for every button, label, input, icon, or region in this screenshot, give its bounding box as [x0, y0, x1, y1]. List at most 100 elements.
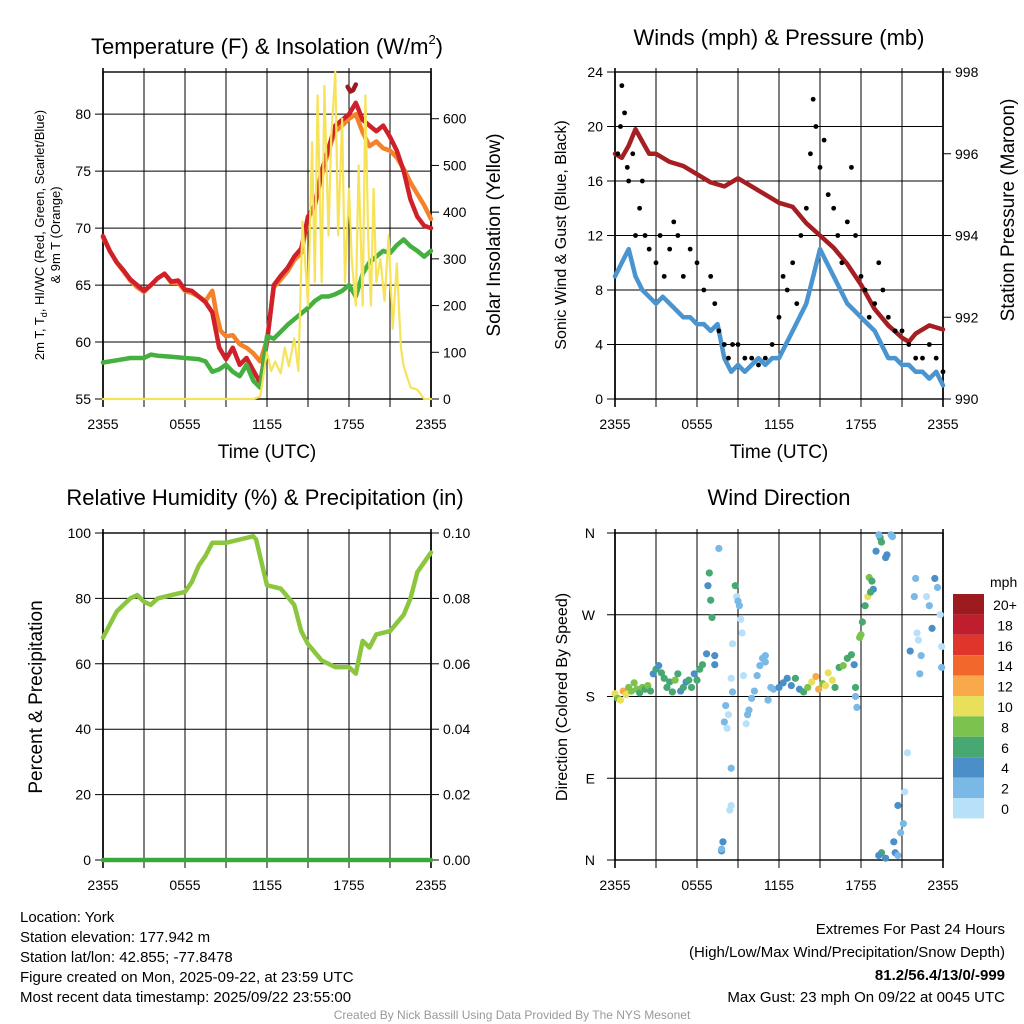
wind-direction-point [728, 688, 737, 696]
gust-point [749, 355, 755, 361]
gust-point [615, 151, 621, 157]
y-tick-label: 80 [75, 590, 91, 606]
wind-direction-point [660, 674, 668, 682]
wdir-y-axis-title: Direction (Colored By Speed) [554, 593, 571, 801]
wind-direction-point [866, 588, 875, 596]
wind-direction-point [655, 662, 663, 670]
heat-index-line [345, 82, 359, 94]
station-pressure-line [612, 126, 946, 345]
gust-point [721, 342, 727, 347]
wind-direction-point [912, 574, 920, 583]
gust-point [810, 96, 816, 102]
gust-point [633, 233, 638, 238]
x-tick-label: 1155 [252, 416, 282, 432]
gust-point [730, 342, 735, 347]
gust-point [626, 178, 632, 184]
sonic-wind-line [612, 246, 946, 388]
footer-latlon: Station lat/lon: 42.855; -77.8478 [20, 949, 233, 966]
wind-y2-axis-title: Station Pressure (Maroon) [998, 99, 1019, 322]
x-tick-label: 1755 [333, 416, 364, 432]
gust-point [839, 260, 845, 266]
gust-point [821, 137, 827, 143]
wind-direction-point [931, 574, 939, 583]
wind-direction-point [724, 711, 733, 719]
wind-direction-point [707, 596, 715, 604]
legend-label: 16 [997, 638, 1013, 654]
y-tick-label: 20 [587, 119, 603, 135]
gust-point [885, 314, 891, 320]
y2-tick-label: 100 [443, 344, 467, 360]
wind-direction-point [910, 592, 918, 601]
legend-title: mph [990, 574, 1017, 590]
wind-direction-point [705, 569, 713, 577]
wind-direction-point [828, 676, 836, 684]
wind-direction-point [636, 689, 644, 697]
legend-swatch [953, 634, 984, 656]
wind-direction-point [702, 650, 711, 658]
plot-frame [614, 71, 944, 400]
gust-point [825, 192, 831, 198]
temp-y2-axis-title: Solar Insolation (Yellow) [484, 133, 505, 336]
legend-swatch [953, 614, 984, 635]
max-gust: Max Gust: 23 mph On 09/22 at 0045 UTC [727, 989, 1005, 1006]
gust-point [876, 260, 882, 266]
y-tick-label: 60 [75, 334, 91, 350]
y2-tick-label: 200 [443, 298, 467, 314]
gust-point [735, 342, 741, 347]
gust-point [701, 287, 707, 293]
legend-swatch [953, 736, 984, 758]
x-tick-label: 1755 [333, 877, 364, 893]
y2-tick-label: 992 [955, 309, 979, 325]
gust-point [794, 301, 800, 307]
gust-point [880, 287, 886, 293]
gust-point [619, 83, 625, 89]
legend-label: 12 [997, 679, 1013, 695]
wind-direction-point [727, 801, 735, 810]
wind-direction-point [851, 683, 860, 692]
extremes-subtitle: (High/Low/Max Wind/Precipitation/Snow De… [689, 944, 1005, 961]
wind-direction-point [853, 703, 861, 712]
y2-tick-label: 0.04 [443, 721, 470, 737]
y-tick-label: 100 [68, 525, 92, 541]
temp-y-axis-title: 2m T, Td, HI/WC (Red, Green, Scarlet/Blu… [32, 110, 49, 360]
gust-point [694, 260, 700, 266]
gust-point [790, 260, 796, 266]
wind-direction-point [690, 670, 698, 678]
wind-direction-point [875, 851, 883, 860]
x-tick-label: 2355 [415, 877, 446, 893]
y-tick-label: 8 [595, 282, 603, 298]
wind-direction-point [761, 652, 769, 660]
wind-direction-point [824, 669, 832, 677]
x-tick-label: 0555 [169, 416, 200, 432]
y-tick-label: 24 [587, 64, 603, 80]
wind-direction-point [858, 618, 866, 626]
wind-direction-point [903, 749, 912, 757]
wind-direction-point [850, 661, 858, 669]
extremes-values: 81.2/56.4/13/0/-999 [875, 967, 1005, 984]
wind-direction-point [812, 672, 820, 681]
wind-direction-point [719, 838, 727, 846]
legend-label: 0 [1001, 801, 1009, 817]
wind-direction-point [687, 683, 696, 692]
wind-direction-point [901, 788, 909, 796]
y-tick-label: 75 [75, 163, 91, 179]
wind-direction-point [894, 851, 902, 860]
gust-point [708, 273, 714, 279]
wind-direction-point [668, 688, 677, 696]
legend-swatch [953, 798, 984, 819]
wind-direction-point [753, 672, 761, 680]
y-tick-label: S [586, 689, 595, 705]
wind-direction-point [742, 720, 750, 728]
wind-direction-point [693, 676, 701, 684]
y2-tick-label: 0.06 [443, 656, 470, 672]
wind-direction-point [791, 674, 800, 682]
wind-direction-point [787, 682, 795, 690]
gust-point [844, 219, 850, 225]
wind-direction-point [738, 629, 746, 637]
gust-point [624, 164, 630, 170]
wind-direction-point [815, 685, 823, 693]
y2-tick-label: 500 [443, 157, 467, 173]
wind-direction-point [847, 651, 856, 659]
y2-tick-label: 998 [955, 64, 979, 80]
